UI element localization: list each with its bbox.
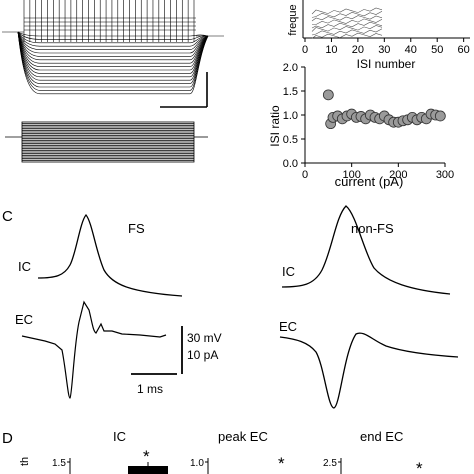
isi-freq-x-tick-label: 30 xyxy=(378,44,390,56)
d-star-ic: * xyxy=(143,447,150,466)
nonfs-ec-waveform xyxy=(279,332,459,409)
d-title-peak-ec: peak EC xyxy=(218,429,268,444)
d-title-end-ec: end EC xyxy=(360,429,403,444)
d-star-end-ec: * xyxy=(416,459,423,474)
panel-label-d: D xyxy=(2,430,13,447)
isi-freq-x-tick-label: 60 xyxy=(458,44,470,56)
isi-freq-x-tick-label: 20 xyxy=(352,44,364,56)
step-trace xyxy=(17,31,209,57)
isi-freq-x-ticks: 0 10 20 30 40 50 60 xyxy=(302,38,470,56)
step-trace xyxy=(17,31,209,88)
step-trace xyxy=(17,31,209,84)
isi-freq-trace xyxy=(311,25,383,32)
isi-freq-ylabel: freque xyxy=(287,4,299,35)
isi-freq-trace xyxy=(311,11,383,18)
step-trace xyxy=(17,31,209,67)
step-trace xyxy=(17,31,209,95)
y-tick-label: 0.0 xyxy=(283,158,298,170)
scale-time-label: 1 ms xyxy=(137,382,163,396)
x-tick-label: 300 xyxy=(436,169,454,181)
isi-freq-trace xyxy=(311,32,383,39)
fs-ic-label: IC xyxy=(18,259,31,274)
isi-freq-x-tick-label: 40 xyxy=(405,44,417,56)
nonfs-ec-label: EC xyxy=(279,319,297,334)
step-traces xyxy=(2,17,224,95)
step-trace xyxy=(17,31,209,37)
nonfs-ic-waveform xyxy=(281,205,451,295)
scale-voltage-label: 30 mV xyxy=(187,331,222,345)
y-tick-label: 2.0 xyxy=(283,62,298,74)
step-trace xyxy=(17,31,209,81)
isi-frequency-inset: freque 0 10 20 30 40 50 60 ISI number xyxy=(287,0,470,71)
isi-freq-x-tick-label: 50 xyxy=(431,44,443,56)
panel-label-c: C xyxy=(2,208,13,225)
voltage-traces xyxy=(2,0,224,95)
step-trace xyxy=(17,31,209,47)
d-ytick-peak-ec: 1.0 xyxy=(190,458,204,469)
step-trace xyxy=(17,31,209,64)
voltage-scale-bar xyxy=(160,72,208,108)
y-tick-label: 1.5 xyxy=(283,86,298,98)
d-ytick-ic: 1.5 xyxy=(52,458,66,469)
y-tick-label: 0.5 xyxy=(283,134,298,146)
isi-freq-trace xyxy=(312,18,383,25)
x-tick-label: 200 xyxy=(389,169,407,181)
scatter-point xyxy=(434,110,446,122)
step-trace xyxy=(17,31,209,91)
step-trace xyxy=(17,31,209,50)
isi-freq-xlabel: ISI number xyxy=(357,57,416,71)
d-bar-ic xyxy=(128,466,168,474)
step-trace xyxy=(17,31,209,71)
d-ylabel-fragment: th xyxy=(19,457,31,466)
isi-ratio-ylabel: ISI ratio xyxy=(268,105,282,147)
spike-ticks xyxy=(23,0,195,42)
scale-current-label: 10 pA xyxy=(187,348,218,362)
isi-freq-trace xyxy=(311,28,383,36)
waveform-scale-bar xyxy=(131,326,183,375)
stimulus-steps xyxy=(5,121,208,163)
fs-ec-waveform xyxy=(21,300,167,399)
x-tick-label: 100 xyxy=(342,169,360,181)
y-tick-label: 1.0 xyxy=(283,110,298,122)
isi-ratio-chart: ISI ratio 0.0 0.5 1.0 1.5 2.0 0 100 200 300 cur… xyxy=(268,62,454,189)
isi-freq-x-tick-label: 0 xyxy=(302,44,308,56)
step-trace xyxy=(17,31,209,74)
fs-ec-label: EC xyxy=(15,312,33,327)
nonfs-label: non-FS xyxy=(351,221,394,236)
d-ytick-end-ec: 2.5 xyxy=(323,458,337,469)
step-trace xyxy=(17,31,209,61)
isi-freq-trace xyxy=(311,7,383,15)
fs-ic-waveform xyxy=(37,213,183,297)
isi-freq-traces xyxy=(311,7,383,39)
isi-ratio-xlabel: current (pA) xyxy=(335,174,404,189)
step-trace xyxy=(17,31,209,54)
x-tick-label: 0 xyxy=(302,169,308,181)
d-title-ic: IC xyxy=(113,429,126,444)
fs-label: FS xyxy=(128,221,145,236)
step-trace xyxy=(17,31,209,44)
step-trace xyxy=(17,31,209,78)
d-star-peak-ec: * xyxy=(278,454,285,473)
isi-freq-trace xyxy=(311,21,383,29)
step-trace xyxy=(17,31,209,40)
nonfs-ic-label: IC xyxy=(282,264,295,279)
isi-freq-x-tick-label: 10 xyxy=(325,44,337,56)
scatter-point xyxy=(322,89,334,101)
isi-freq-trace xyxy=(311,15,383,22)
